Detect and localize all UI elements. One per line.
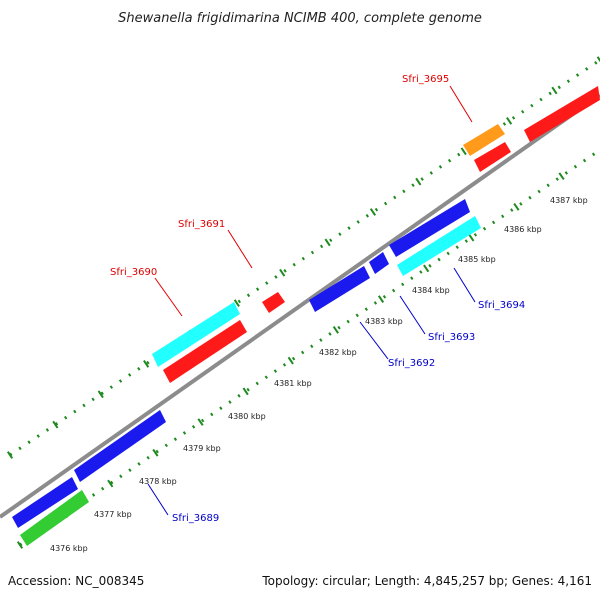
leader-sfri-3692 bbox=[359, 321, 389, 360]
gene-label-sfri-3694[interactable]: Sfri_3694 bbox=[478, 300, 525, 311]
label-leaders bbox=[147, 85, 476, 516]
tick-label: 4381 kbp bbox=[274, 379, 312, 388]
gene-arrow-orange[interactable] bbox=[463, 124, 505, 156]
gene-label-sfri-3690[interactable]: Sfri_3690 bbox=[110, 267, 157, 278]
leader-sfri-3694 bbox=[453, 267, 476, 303]
major-tick bbox=[152, 448, 159, 457]
tick-label: 4376 kbp bbox=[50, 544, 88, 553]
tick-label: 4385 kbp bbox=[458, 255, 496, 264]
tick-label: 4386 kbp bbox=[504, 225, 542, 234]
gene-arrow-cyan[interactable] bbox=[397, 216, 481, 276]
major-tick bbox=[16, 541, 24, 549]
tick-label: 4379 kbp bbox=[183, 444, 221, 453]
major-tick bbox=[506, 116, 513, 125]
gene-arrow-blue[interactable] bbox=[389, 199, 470, 257]
topology-text: Topology: circular; Length: 4,845,257 bp… bbox=[261, 574, 592, 588]
gene-label-sfri-3695[interactable]: Sfri_3695 bbox=[402, 74, 449, 85]
gene-labels: Sfri_3695 Sfri_3691 Sfri_3690 Sfri_3694 … bbox=[110, 74, 525, 524]
tick-labels: 4376 kbp 4377 kbp 4378 kbp 4379 kbp 4380… bbox=[50, 196, 588, 553]
major-tick bbox=[6, 451, 14, 459]
gene-features bbox=[12, 86, 600, 546]
gene-arrow-blue[interactable] bbox=[369, 252, 389, 274]
major-tick bbox=[468, 233, 475, 242]
leader-sfri-3691 bbox=[227, 229, 253, 269]
major-tick bbox=[415, 177, 422, 186]
major-tick bbox=[242, 387, 249, 396]
gene-arrow-red[interactable] bbox=[163, 320, 247, 383]
tick-label: 4377 kbp bbox=[94, 510, 132, 519]
gene-arrow-blue[interactable] bbox=[309, 266, 370, 312]
major-tick bbox=[324, 238, 331, 247]
gene-arrow-red[interactable] bbox=[262, 292, 285, 313]
gene-label-sfri-3692[interactable]: Sfri_3692 bbox=[388, 358, 435, 369]
gene-label-sfri-3691[interactable]: Sfri_3691 bbox=[178, 219, 225, 230]
major-tick bbox=[332, 325, 339, 334]
gene-label-sfri-3693[interactable]: Sfri_3693 bbox=[428, 332, 475, 343]
tick-label: 4382 kbp bbox=[319, 348, 357, 357]
major-tick bbox=[551, 86, 558, 95]
gene-arrow-blue[interactable] bbox=[12, 477, 78, 528]
leader-sfri-3689 bbox=[147, 483, 169, 516]
gene-arrow-red[interactable] bbox=[524, 86, 600, 142]
major-tick bbox=[197, 418, 204, 426]
tick-label: 4383 kbp bbox=[365, 317, 403, 326]
major-tick bbox=[460, 147, 467, 156]
map-title: Shewanella frigidimarina NCIMB 400, comp… bbox=[118, 11, 482, 26]
outer-tick-track bbox=[9, 58, 600, 457]
leader-sfri-3695 bbox=[449, 85, 473, 123]
accession-text: Accession: NC_008345 bbox=[8, 574, 144, 588]
major-tick bbox=[558, 172, 565, 181]
gene-arrow-cyan[interactable] bbox=[152, 302, 240, 367]
leader-sfri-3693 bbox=[399, 295, 426, 335]
gene-arrow-blue[interactable] bbox=[74, 410, 166, 482]
major-tick bbox=[97, 390, 104, 399]
leader-sfri-3690 bbox=[154, 277, 183, 317]
major-tick bbox=[513, 203, 520, 211]
gene-label-sfri-3689[interactable]: Sfri_3689 bbox=[172, 513, 219, 524]
gene-arrow-green[interactable] bbox=[20, 490, 89, 546]
major-tick bbox=[107, 479, 114, 488]
major-tick bbox=[279, 268, 286, 277]
major-tick bbox=[143, 359, 150, 368]
genome-backbone bbox=[0, 93, 600, 519]
tick-label: 4384 kbp bbox=[412, 286, 450, 295]
tick-label: 4387 kbp bbox=[550, 196, 588, 205]
major-tick bbox=[52, 420, 59, 429]
major-tick bbox=[233, 299, 240, 308]
inner-tick-track bbox=[19, 148, 600, 547]
tick-label: 4380 kbp bbox=[228, 412, 266, 421]
tick-label: 4378 kbp bbox=[139, 477, 177, 486]
major-tick bbox=[377, 295, 385, 303]
major-tick bbox=[287, 356, 294, 365]
gene-arrow-red[interactable] bbox=[474, 142, 511, 172]
major-tick bbox=[369, 208, 377, 216]
major-tick bbox=[423, 264, 430, 273]
